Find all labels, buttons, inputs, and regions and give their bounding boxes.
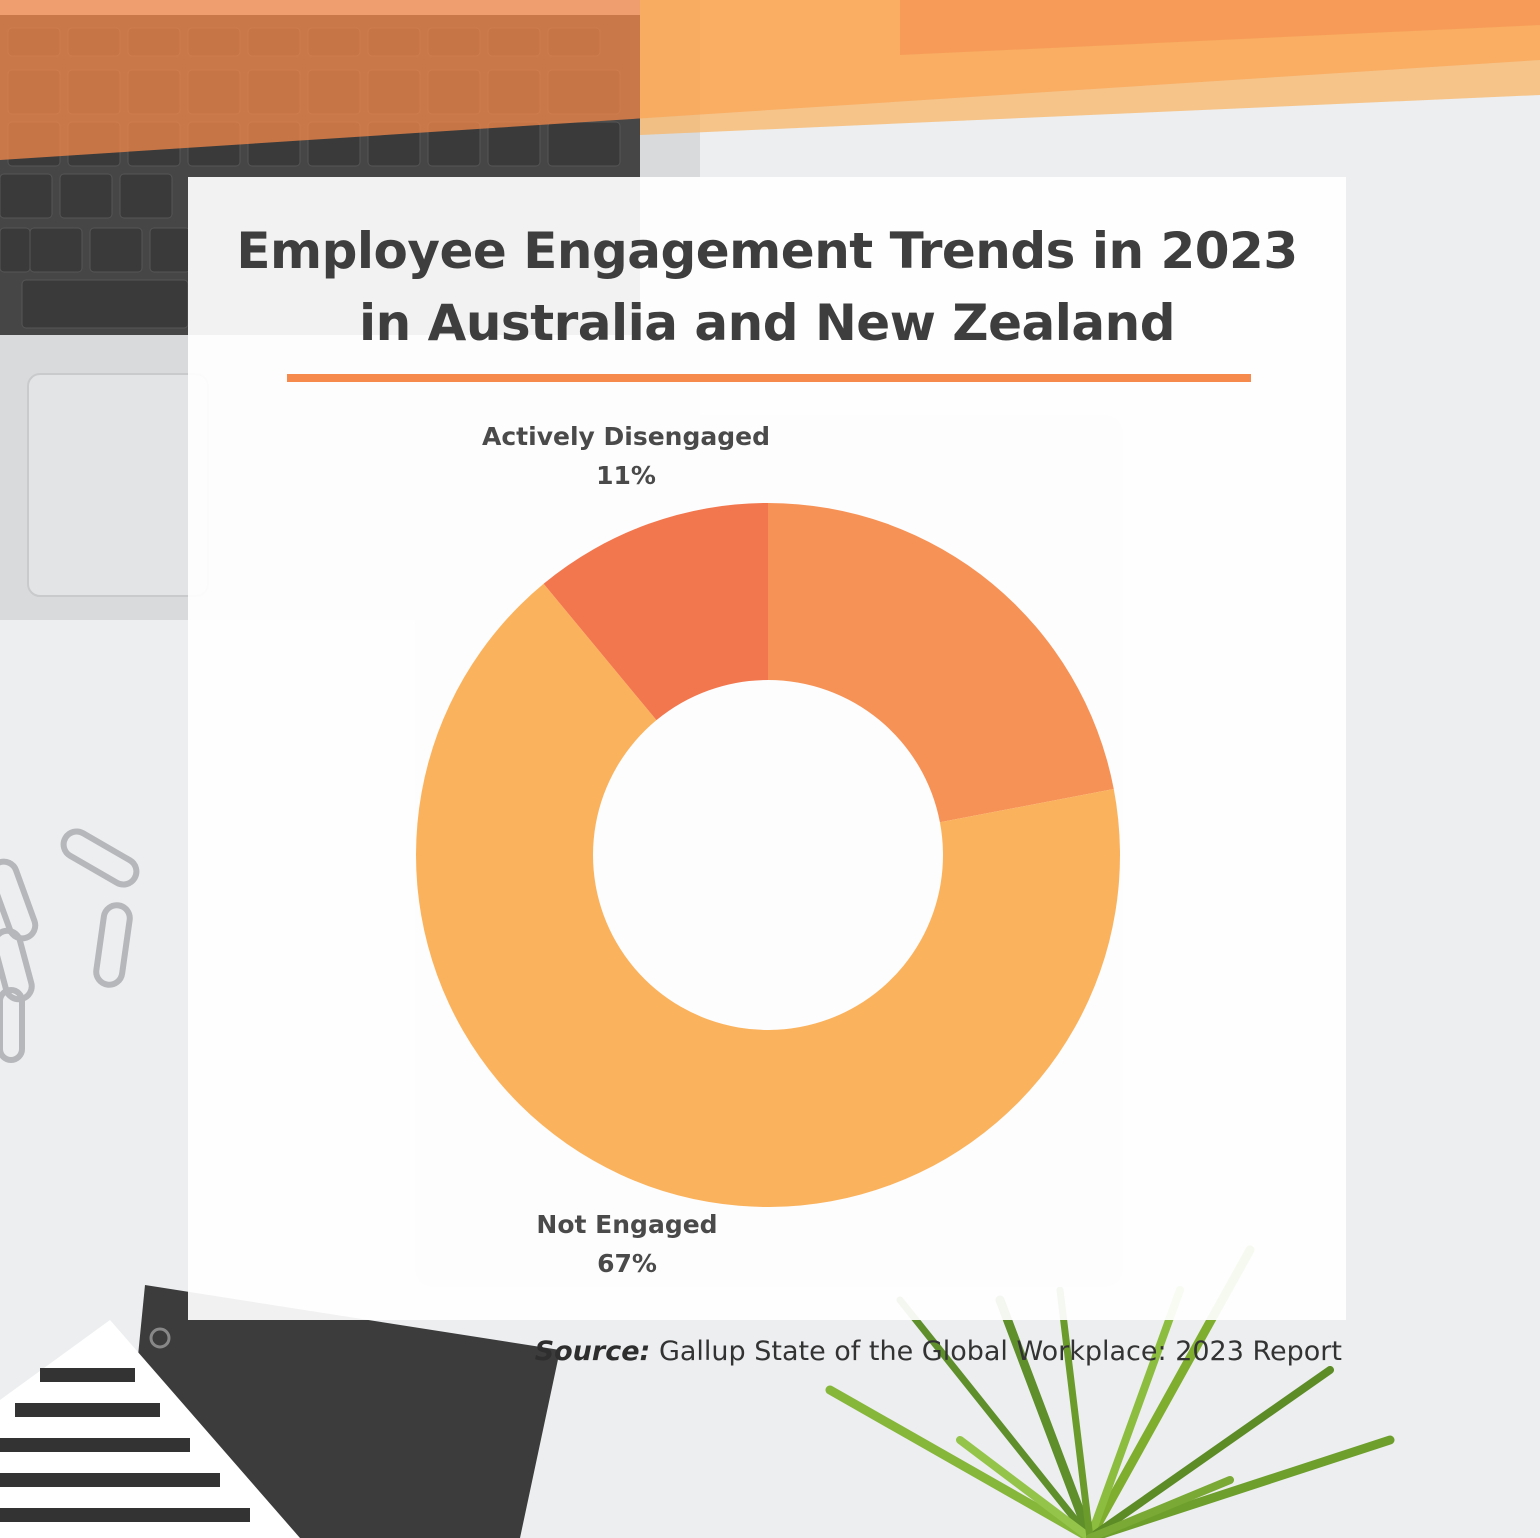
label-actively-disengaged-name: Actively Disengaged bbox=[482, 422, 770, 451]
paperclip-icon bbox=[0, 828, 140, 1063]
page-title: Employee Engagement Trends in 2023 in Au… bbox=[188, 215, 1346, 359]
striped-paper bbox=[0, 1320, 300, 1538]
slice-engaged bbox=[768, 503, 1114, 823]
source-note: Source: Gallup State of the Global Workp… bbox=[0, 1336, 1342, 1367]
title-line-1: Employee Engagement Trends in 2023 bbox=[236, 222, 1298, 280]
source-text: Gallup State of the Global Workplace: 20… bbox=[658, 1336, 1342, 1367]
label-not-engaged-value: 67% bbox=[597, 1249, 657, 1278]
slice-not-engaged bbox=[416, 583, 1120, 1207]
source-label: Source: bbox=[534, 1336, 651, 1367]
label-actively-disengaged-value: 11% bbox=[596, 461, 656, 490]
slice-actively-disengaged bbox=[543, 503, 768, 721]
title-underline bbox=[287, 374, 1251, 382]
plant-icon bbox=[825, 1245, 1395, 1538]
donut-slices bbox=[416, 503, 1120, 1207]
label-not-engaged-name: Not Engaged bbox=[536, 1210, 717, 1239]
title-line-2: in Australia and New Zealand bbox=[359, 294, 1175, 352]
